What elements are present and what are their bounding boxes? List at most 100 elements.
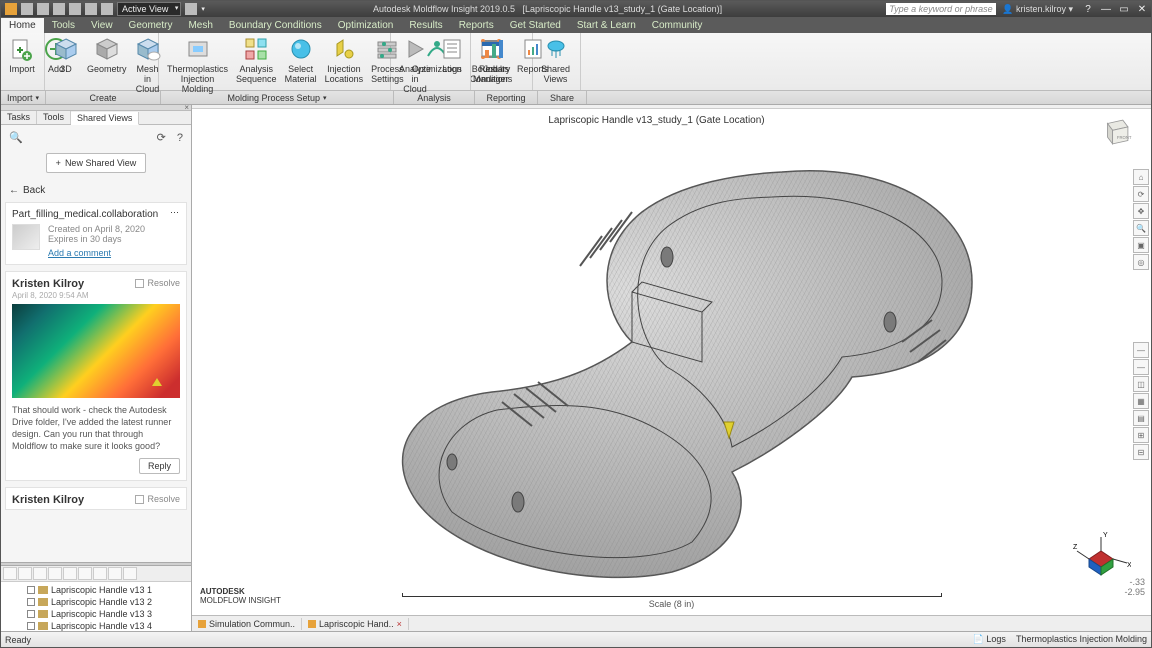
zoom-icon[interactable]: 🔍 (1133, 220, 1149, 236)
left-tab-shared-views[interactable]: Shared Views (71, 112, 139, 125)
ribbon-group-label[interactable]: Import (1, 91, 46, 104)
add-comment-link[interactable]: Add a comment (48, 248, 111, 258)
ribbon-tab-boundary-conditions[interactable]: Boundary Conditions (221, 18, 330, 33)
tree-tool-button[interactable] (3, 567, 17, 580)
section-icon[interactable]: ▦ (1133, 393, 1149, 409)
ribbon-tab-reports[interactable]: Reports (451, 18, 502, 33)
ribbon-tab-get-started[interactable]: Get Started (502, 18, 569, 33)
status-process: Thermoplastics Injection Molding (1016, 634, 1147, 645)
home-view-icon[interactable]: ⌂ (1133, 169, 1149, 185)
resolve-checkbox[interactable]: Resolve (135, 494, 180, 504)
section-icon[interactable]: ▤ (1133, 410, 1149, 426)
select-material-button[interactable]: SelectMaterial (281, 35, 321, 85)
help-search-input[interactable]: Type a keyword or phrase (886, 3, 996, 15)
results-button[interactable]: Results (475, 35, 513, 75)
tree-tool-button[interactable] (48, 567, 62, 580)
left-tab-tasks[interactable]: Tasks (1, 111, 37, 124)
qat-print-icon[interactable] (85, 3, 97, 15)
tree-tool-button[interactable] (108, 567, 122, 580)
close-button[interactable]: ✕ (1133, 2, 1151, 16)
logs-button[interactable]: Logs (435, 35, 469, 75)
ruler-icon[interactable]: — (1133, 359, 1149, 375)
comment-timestamp: April 8, 2020 9:54 AM (12, 291, 180, 300)
help-circle-icon[interactable]: ? (177, 132, 183, 144)
status-left: Ready (5, 635, 31, 645)
ruler-icon[interactable]: — (1133, 342, 1149, 358)
left-tab-tools[interactable]: Tools (37, 111, 71, 124)
left-panel: × TasksToolsShared Views 🔍 ⟳ ? + New Sha… (1, 105, 192, 631)
qat-save-icon[interactable] (37, 3, 49, 15)
ribbon-tab-view[interactable]: View (83, 18, 121, 33)
ribbon-tab-mesh[interactable]: Mesh (180, 18, 220, 33)
tree-item[interactable]: Lapriscopic Handle v13 2 (3, 596, 189, 608)
ribbon-tab-community[interactable]: Community (644, 18, 711, 33)
back-arrow-icon: ← (9, 185, 19, 196)
analysis-sequence-button[interactable]: AnalysisSequence (232, 35, 281, 85)
geometry-button[interactable]: Geometry (83, 35, 131, 75)
panel-close-icon[interactable]: × (184, 103, 189, 112)
fit-icon[interactable]: ▣ (1133, 237, 1149, 253)
refresh-icon[interactable]: ⟳ (157, 132, 166, 144)
card-thumb-icon (12, 224, 40, 250)
user-label[interactable]: 👤 kristen.kilroy ▾ (996, 4, 1079, 15)
tree-tool-button[interactable] (63, 567, 77, 580)
ribbon-tab-results[interactable]: Results (401, 18, 450, 33)
status-bar: Ready 📄 Logs Thermoplastics Injection Mo… (1, 631, 1151, 647)
tree-tool-button[interactable] (123, 567, 137, 580)
ribbon-tab-optimization[interactable]: Optimization (330, 18, 402, 33)
import-button[interactable]: Import (5, 35, 39, 75)
shared-views-button[interactable]: SharedViews (537, 35, 574, 85)
resolve-checkbox[interactable]: Resolve (135, 278, 180, 288)
maximize-button[interactable]: ▭ (1115, 2, 1133, 16)
svg-text:Z: Z (1073, 544, 1078, 551)
doc-tab[interactable]: Lapriscopic Hand..× (302, 618, 409, 630)
section-icon[interactable]: ◫ (1133, 376, 1149, 392)
help-icon[interactable]: ? (1079, 2, 1097, 16)
qat-dropdown-icon[interactable]: ▾ (201, 5, 205, 13)
close-tab-icon[interactable]: × (397, 619, 402, 629)
qat-extra-icon[interactable] (185, 3, 197, 15)
tree-item[interactable]: Lapriscopic Handle v13 4 (3, 620, 189, 632)
tree-tool-button[interactable] (93, 567, 107, 580)
section-icon[interactable]: ⊟ (1133, 444, 1149, 460)
status-logs[interactable]: 📄 Logs (973, 634, 1006, 645)
section-icon[interactable]: ⊞ (1133, 427, 1149, 443)
card-menu-icon[interactable]: ⋯ (170, 207, 180, 218)
analyze-cloud-button[interactable]: AnalyzeinCloud (395, 35, 435, 95)
look-icon[interactable]: ◎ (1133, 254, 1149, 270)
injection-locations-button[interactable]: InjectionLocations (321, 35, 368, 85)
ribbon-tab-home[interactable]: Home (1, 18, 44, 33)
pan-icon[interactable]: ✥ (1133, 203, 1149, 219)
ribbon-group-label[interactable]: Molding Process Setup (161, 91, 394, 104)
ribbon-tab-tools[interactable]: Tools (44, 18, 83, 33)
minimize-button[interactable]: — (1097, 2, 1115, 16)
qat-redo-icon[interactable] (69, 3, 81, 15)
qat-undo-icon[interactable] (53, 3, 65, 15)
doc-tab[interactable]: Simulation Commun.. (192, 618, 302, 630)
shared-view-card: ⋯ Part_filling_medical.collaboration Cre… (5, 202, 187, 265)
magnifier-icon[interactable]: 🔍 (9, 131, 22, 144)
ribbon-tab-geometry[interactable]: Geometry (121, 18, 181, 33)
thermoplastics-button[interactable]: ThermoplasticsInjectionMolding (163, 35, 232, 95)
new-shared-view-button[interactable]: + New Shared View (46, 153, 146, 173)
view-cube[interactable]: FRONT (1099, 115, 1133, 149)
back-link[interactable]: ← Back (1, 181, 191, 200)
tree-tool-button[interactable] (78, 567, 92, 580)
canvas-3d[interactable]: Lapriscopic Handle v13_study_1 (Gate Loc… (192, 109, 1151, 615)
tree-tool-button[interactable] (33, 567, 47, 580)
tree-item[interactable]: Lapriscopic Handle v13 1 (3, 584, 189, 596)
3d-button[interactable]: 3D (49, 35, 83, 75)
orbit-icon[interactable]: ⟳ (1133, 186, 1149, 202)
qat-search-icon[interactable] (101, 3, 113, 15)
reply-button[interactable]: Reply (139, 458, 180, 474)
tree-item[interactable]: Lapriscopic Handle v13 3 (3, 608, 189, 620)
active-view-dropdown[interactable]: Active View (117, 2, 181, 16)
ribbon-tab-start-&-learn[interactable]: Start & Learn (569, 18, 644, 33)
tree-toolbar (1, 566, 191, 582)
qat-open-icon[interactable] (21, 3, 33, 15)
ribbon-tabs: HomeToolsViewGeometryMeshBoundary Condit… (1, 17, 1151, 33)
layer-tree[interactable]: Lapriscopic Handle v13 1Lapriscopic Hand… (1, 582, 191, 632)
brand-watermark: AUTODESK MOLDFLOW INSIGHT (200, 587, 281, 605)
tree-tool-button[interactable] (18, 567, 32, 580)
title-bar: Active View ▾ Autodesk Moldflow Insight … (1, 1, 1151, 17)
